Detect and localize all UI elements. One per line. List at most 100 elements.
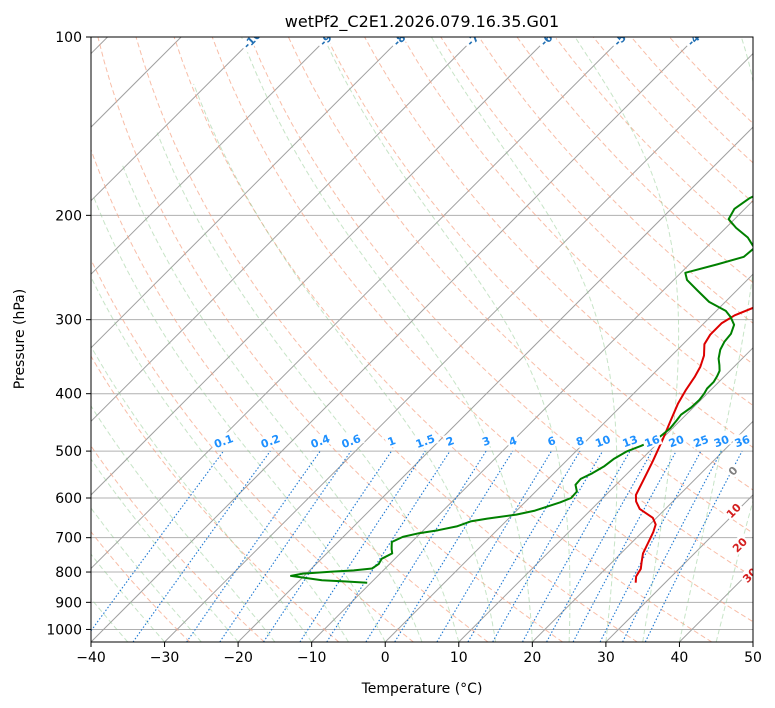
- y-tick-label: 600: [55, 491, 82, 507]
- mixing-ratio-label: 4: [505, 432, 520, 449]
- isotherm-line: [164, 52, 753, 642]
- mixing-ratio-label: 30: [710, 431, 732, 450]
- mixing-ratio-line: [219, 450, 352, 642]
- mixing-ratio-line: [644, 450, 743, 642]
- mixing-ratio-line: [622, 450, 722, 642]
- dry-adiabat-label: 40: [751, 590, 774, 613]
- isotherm-label: -50: [608, 25, 636, 51]
- x-tick-label: −30: [150, 650, 180, 666]
- mixing-ratio-line: [91, 450, 224, 632]
- y-tick-label: 400: [55, 387, 82, 403]
- svg-text:25: 25: [692, 433, 711, 450]
- isotherm-line: [91, 37, 550, 496]
- svg-text:10: 10: [593, 433, 612, 451]
- x-axis-label: Temperature (°C): [361, 681, 483, 697]
- mixing-ratio-label: 0.4: [306, 430, 334, 452]
- plot-frame: [90, 36, 754, 643]
- mixing-ratio-line: [263, 450, 392, 642]
- moist-adiabat: [91, 405, 276, 642]
- svg-text:-30: -30: [758, 25, 775, 48]
- svg-text:-60: -60: [538, 25, 561, 48]
- svg-text:1: 1: [386, 434, 398, 449]
- svg-text:36: 36: [733, 433, 752, 451]
- plot-area: [91, 37, 753, 642]
- axes: −40 −30 −20 −10 0 10 20 30 40 5010020030040050060…: [46, 30, 762, 666]
- x-tick-label: −10: [297, 650, 327, 666]
- isotherm-line: [752, 641, 753, 642]
- isotherm-line: [605, 494, 753, 642]
- dry-adiabat: [402, 37, 753, 407]
- y-tick-label: 200: [55, 208, 82, 224]
- dry-adiabat: [91, 445, 265, 642]
- moist-adiabat: [430, 37, 618, 642]
- mixing-ratio-line: [436, 450, 552, 642]
- isotherm-line: [384, 273, 753, 642]
- isotherm-label: -30: [756, 23, 775, 51]
- moist-adiabat: [323, 37, 571, 642]
- y-tick-label: 300: [55, 313, 82, 329]
- moist-adiabat: [752, 640, 753, 642]
- svg-text:-70: -70: [464, 25, 487, 48]
- mixing-ratio-label: 6: [543, 432, 559, 449]
- svg-text:0.2: 0.2: [259, 432, 282, 451]
- svg-text:3: 3: [480, 434, 492, 449]
- y-tick-label: 1000: [46, 622, 82, 638]
- isotherm-line: [531, 420, 753, 642]
- svg-text:-40: -40: [685, 25, 708, 48]
- x-tick-label: 20: [523, 650, 541, 666]
- y-tick-label: 700: [55, 531, 82, 547]
- svg-text:8: 8: [574, 434, 586, 449]
- isotherm-line: [458, 347, 753, 642]
- isotherm-label: -60: [535, 25, 562, 51]
- svg-text:4: 4: [507, 434, 519, 449]
- dry-adiabat: [516, 37, 753, 284]
- isotherm-label: -40: [682, 25, 710, 51]
- profile-lines: [290, 195, 753, 584]
- moist-adiabat: [156, 132, 460, 642]
- isotherm-line: [91, 37, 256, 202]
- isotherm-label: -70: [461, 25, 489, 51]
- mixing-ratio-label: 0.1: [209, 430, 238, 452]
- dry-adiabat-label: 0: [724, 462, 742, 480]
- isotherm-line: [237, 126, 753, 642]
- x-tick-label: −20: [223, 650, 253, 666]
- x-tick-label: 40: [671, 650, 689, 666]
- moist-adiabat: [91, 275, 349, 642]
- isotherm-label: -80: [388, 25, 415, 51]
- dry-adiabat: [91, 148, 489, 642]
- y-tick-label: 100: [55, 30, 82, 46]
- dry-adiabat: [97, 37, 563, 642]
- mixing-ratio-line: [522, 450, 631, 642]
- mixing-ratio-label: 1.5: [411, 430, 439, 452]
- svg-text:0.1: 0.1: [212, 432, 235, 451]
- isotherm-line: [91, 37, 329, 275]
- moist-adiabat: [715, 498, 753, 642]
- background-lines: [91, 37, 753, 642]
- mixing-ratio-line: [599, 450, 702, 642]
- mixing-ratio-label: 1: [383, 432, 399, 449]
- svg-text:40: 40: [754, 592, 774, 612]
- isotherm-line: [91, 37, 476, 423]
- mixing-ratio-label: 16: [641, 431, 663, 450]
- svg-text:-90: -90: [317, 25, 340, 48]
- mixing-ratio-label: 0.2: [256, 430, 285, 452]
- moist-adiabat: [91, 345, 313, 642]
- profile-series-1: [290, 195, 753, 584]
- moist-adiabat: [122, 165, 423, 642]
- dry-adiabat: [91, 531, 191, 642]
- moist-adiabat: [193, 83, 497, 642]
- svg-text:0.6: 0.6: [340, 432, 363, 451]
- y-tick-label: 500: [55, 444, 82, 460]
- dry-adiabat: [91, 355, 340, 642]
- svg-text:20: 20: [667, 433, 686, 451]
- x-tick-label: 0: [381, 650, 390, 666]
- mixing-ratio-label: 2: [442, 432, 458, 449]
- mixing-ratio-line: [186, 450, 321, 642]
- isotherm-line: [91, 37, 623, 570]
- svg-text:-80: -80: [391, 25, 414, 48]
- y-axis-label: Pressure (hPa): [12, 289, 28, 389]
- mixing-ratio-label: 10: [591, 431, 614, 451]
- svg-text:-50: -50: [611, 25, 634, 48]
- mixing-ratio-label: 0.6: [336, 430, 365, 452]
- moist-adiabat: [241, 37, 533, 642]
